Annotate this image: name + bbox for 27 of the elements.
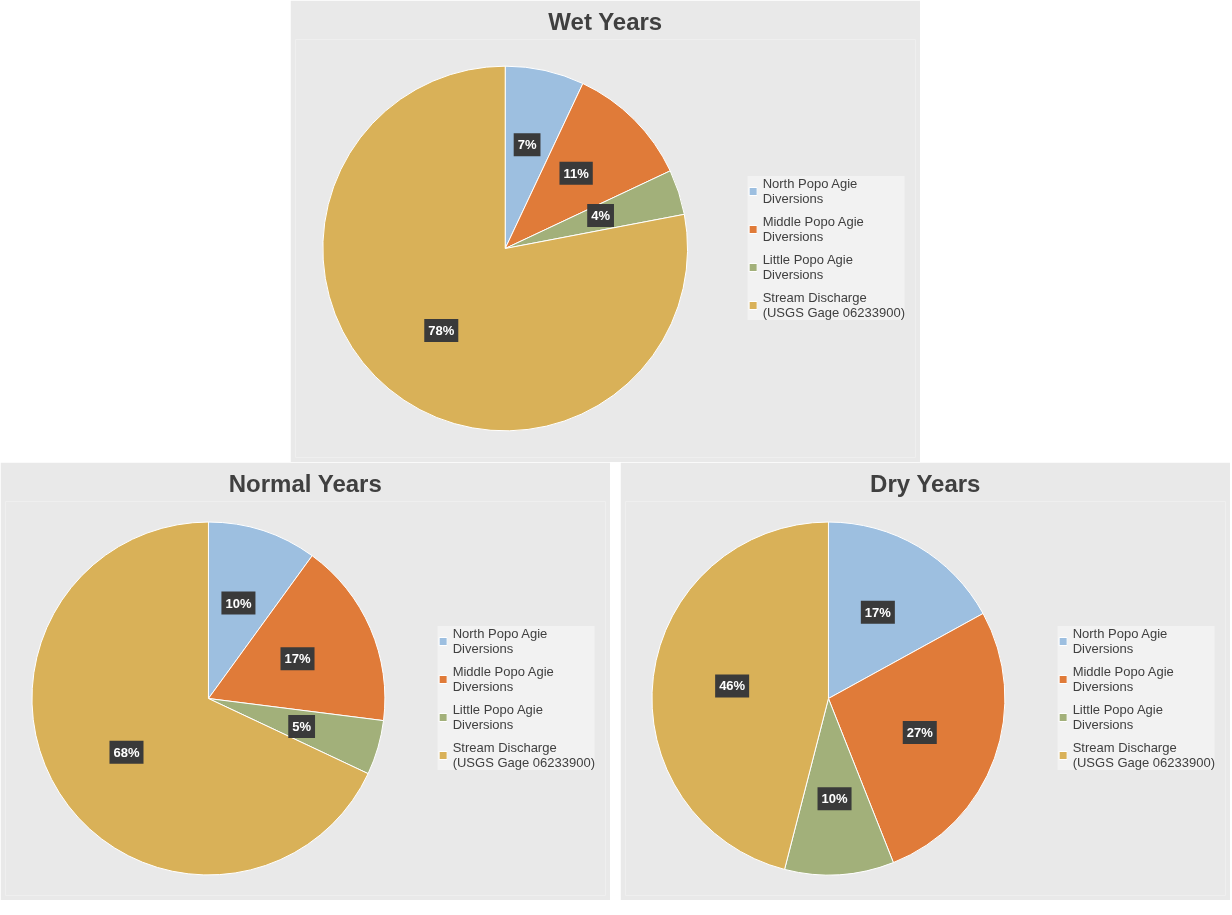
data-label: 10% — [821, 791, 848, 807]
data-label: 17% — [284, 651, 311, 667]
data-label: 10% — [225, 595, 252, 611]
legend-label: Little Popo Agie Diversions — [452, 702, 543, 732]
chart-title: Wet Years — [548, 7, 663, 35]
data-label: 68% — [113, 744, 140, 760]
legend-label: Middle Popo Agie Diversions — [762, 214, 864, 244]
legend-label: Little Popo Agie Diversions — [1072, 702, 1163, 732]
data-label: 7% — [517, 137, 537, 153]
legend-label: Stream Discharge (USGS Gage 06233900) — [452, 740, 595, 770]
data-label: 5% — [292, 718, 312, 734]
legend-label: North Popo Agie Diversions — [452, 626, 548, 656]
legend-label: North Popo Agie Diversions — [762, 176, 858, 206]
legend-label: Stream Discharge (USGS Gage 06233900) — [1072, 740, 1215, 770]
data-label: 27% — [906, 724, 934, 740]
data-label: 17% — [864, 604, 892, 620]
chart-title: Dry Years — [870, 469, 981, 497]
data-label: 46% — [719, 678, 746, 694]
legend-label: Stream Discharge (USGS Gage 06233900) — [762, 290, 905, 320]
legend-label: Little Popo Agie Diversions — [762, 252, 853, 282]
legend-label: North Popo Agie Diversions — [1072, 626, 1168, 656]
data-label: 11% — [563, 165, 590, 181]
data-label: 78% — [428, 323, 455, 339]
data-label: 4% — [591, 208, 611, 224]
chart-title: Normal Years — [228, 469, 382, 497]
legend-label: Middle Popo Agie Diversions — [1072, 664, 1174, 694]
legend-label: Middle Popo Agie Diversions — [452, 664, 554, 694]
